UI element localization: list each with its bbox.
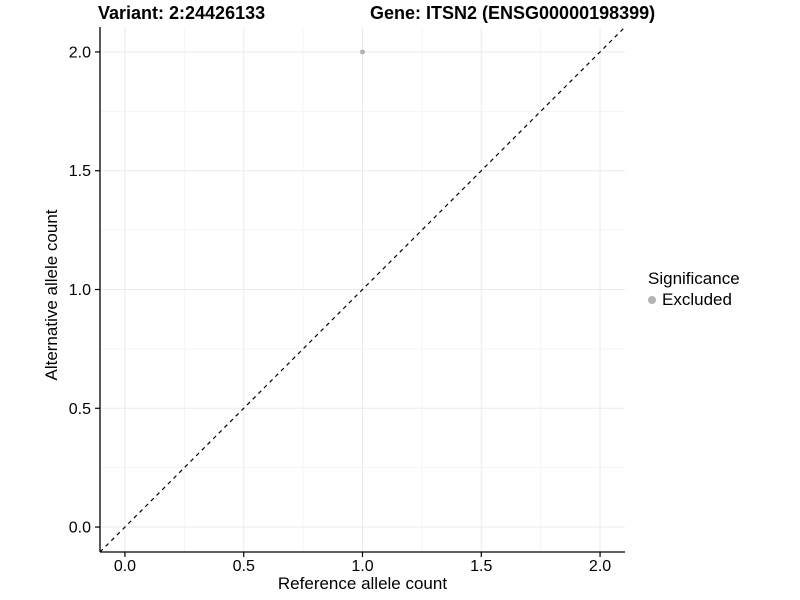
y-tick-label: 0.0 <box>69 520 91 537</box>
y-tick-label: 2.0 <box>69 44 91 61</box>
x-tick-label: 1.0 <box>351 558 373 575</box>
x-axis-title: Reference allele count <box>277 574 448 593</box>
legend-title: Significance <box>648 269 740 288</box>
legend-point-icon <box>648 295 656 304</box>
variant-title: Variant: 2:24426133 <box>98 3 266 23</box>
x-tick-label: 0.5 <box>233 558 255 575</box>
identity-dashed-line <box>99 26 626 553</box>
legend-item-label: Excluded <box>662 290 732 309</box>
legend: Significance Excluded <box>648 268 740 310</box>
gene-title: Gene: ITSN2 (ENSG00000198399) <box>370 3 656 23</box>
y-tick-label: 0.5 <box>69 401 91 418</box>
y-tick-label: 1.0 <box>69 282 91 299</box>
x-tick-label: 0.0 <box>114 558 136 575</box>
x-tick-label: 1.5 <box>470 558 492 575</box>
legend-item-excluded: Excluded <box>648 289 740 310</box>
x-tick-label: 2.0 <box>589 558 611 575</box>
data-point-excluded <box>360 49 365 55</box>
y-tick-label: 1.5 <box>69 163 91 180</box>
